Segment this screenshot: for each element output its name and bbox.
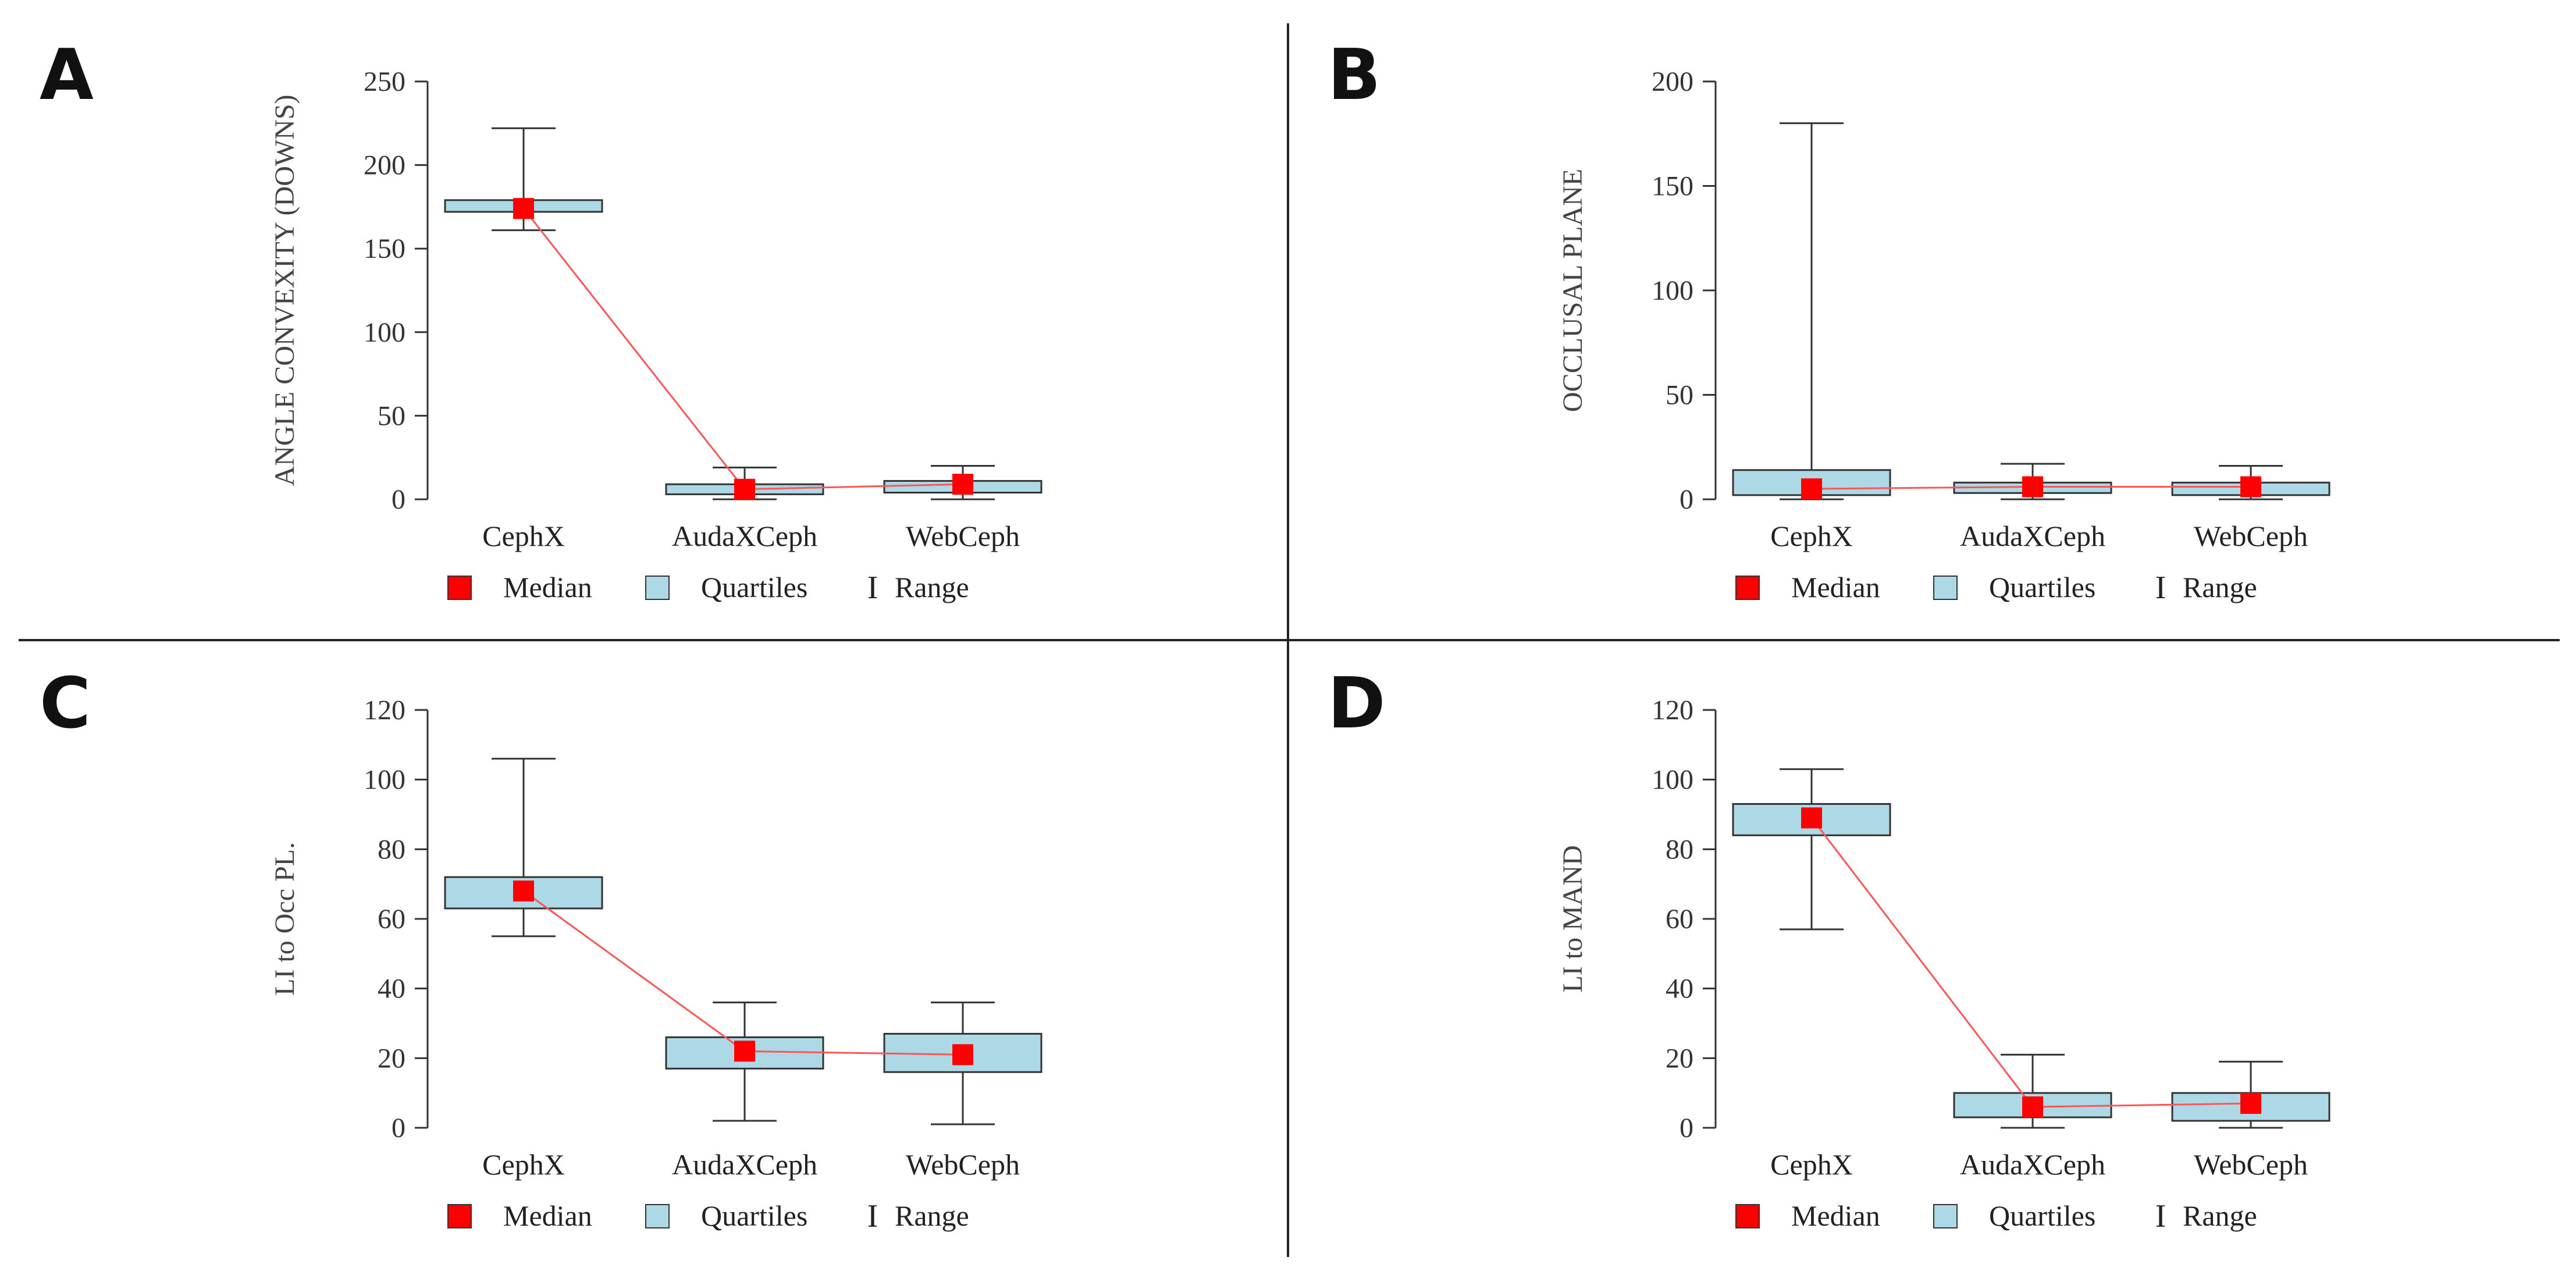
- y-tick-label: 0: [1680, 1113, 1693, 1143]
- median-marker: [513, 880, 534, 902]
- median-marker: [513, 198, 534, 219]
- legend-median-label: Median: [1791, 571, 1880, 603]
- legend-quartiles-label: Quartiles: [1989, 571, 2095, 603]
- y-tick-label: 0: [392, 1113, 405, 1143]
- median-marker: [952, 1044, 973, 1066]
- category-label: CephX: [482, 520, 565, 552]
- legend: Median Quartiles I Range: [1735, 1198, 2257, 1234]
- median-marker: [952, 474, 973, 495]
- y-tick-label: 20: [378, 1043, 405, 1074]
- legend-median-swatch: [1735, 576, 1760, 600]
- y-tick-label: 250: [364, 66, 405, 97]
- legend-median-label: Median: [503, 571, 592, 603]
- category-label: AudaXCeph: [1960, 1148, 2105, 1181]
- legend-quartiles-swatch: [645, 576, 670, 600]
- category-label: WebCeph: [906, 1148, 1020, 1181]
- y-tick-label: 100: [364, 317, 405, 348]
- legend-median-label: Median: [503, 1199, 592, 1232]
- median-trend-line: [522, 208, 963, 491]
- panel-c: C 0 20 40 60 80 100 120 LI to Occ PL. CephX AudaXC…: [40, 663, 1043, 1234]
- y-tick-label: 50: [1666, 380, 1693, 411]
- y-tick-label: 80: [378, 834, 405, 865]
- category-label: WebCeph: [2194, 520, 2308, 552]
- legend-range-label: Range: [895, 1199, 969, 1232]
- legend-median-swatch: [1735, 1204, 1760, 1228]
- panel-letter: A: [40, 35, 94, 116]
- legend-range-icon: I: [867, 570, 878, 606]
- category-label: AudaXCeph: [672, 1148, 817, 1181]
- y-tick-label: 40: [378, 974, 405, 1004]
- y-tick-label: 50: [378, 400, 405, 431]
- y-tick-label: 120: [1652, 695, 1693, 726]
- category-label: AudaXCeph: [672, 520, 817, 552]
- y-tick-label: 0: [392, 484, 405, 515]
- category-label: AudaXCeph: [1960, 520, 2105, 552]
- legend-quartiles-label: Quartiles: [701, 1199, 807, 1232]
- y-axis-title: LI to MAND: [1557, 845, 1588, 992]
- legend-range-label: Range: [2183, 571, 2257, 603]
- y-tick-label: 200: [1652, 66, 1693, 97]
- y-tick-label: 200: [364, 150, 405, 181]
- category-label: WebCeph: [906, 520, 1020, 552]
- y-tick-label: 60: [1666, 904, 1693, 935]
- legend-quartiles-label: Quartiles: [701, 571, 807, 603]
- panel-letter: D: [1328, 663, 1386, 744]
- y-axis-title: OCCLUSAL PLANE: [1557, 169, 1588, 412]
- legend-median-label: Median: [1791, 1199, 1880, 1232]
- legend-median-swatch: [447, 1204, 472, 1228]
- legend-range-icon: I: [867, 1198, 878, 1234]
- y-tick-label: 0: [1680, 484, 1693, 515]
- legend: Median Quartiles I Range: [447, 570, 969, 606]
- median-marker: [1801, 478, 1822, 500]
- legend-range-icon: I: [2155, 1198, 2166, 1234]
- panel-letter: C: [40, 663, 91, 744]
- category-label: CephX: [1770, 520, 1853, 552]
- legend-range-label: Range: [2183, 1199, 2257, 1232]
- box-cephx: [1732, 768, 1891, 931]
- category-label: CephX: [1770, 1148, 1853, 1181]
- median-marker: [2022, 1096, 2043, 1118]
- panel-letter: B: [1328, 35, 1380, 116]
- median-trend-line: [1810, 817, 2251, 1108]
- median-trend-line: [523, 890, 963, 1056]
- panel-a: A 0 50 100 150 200 250 ANGLE CONVEXITY (DOWNS) C…: [40, 35, 1043, 606]
- y-axis-title: LI to Occ PL.: [269, 842, 300, 996]
- y-tick-label: 120: [364, 695, 405, 726]
- panel-d: D 0 20 40 60 80 100 120 LI to MAND CephX AudaXCeph…: [1328, 663, 2331, 1234]
- legend-quartiles-label: Quartiles: [1989, 1199, 2095, 1232]
- panel-b: B 0 50 100 150 200 OCCLUSAL PLANE CephX AudaXCep…: [1328, 35, 2331, 606]
- legend-quartiles-swatch: [1933, 576, 1958, 600]
- legend: Median Quartiles I Range: [1735, 570, 2257, 606]
- category-label: WebCeph: [2194, 1148, 2308, 1181]
- legend-median-swatch: [447, 576, 472, 600]
- y-tick-label: 150: [1652, 171, 1693, 202]
- y-tick-label: 100: [1652, 765, 1693, 796]
- category-label: CephX: [482, 1148, 565, 1181]
- y-tick-label: 20: [1666, 1043, 1693, 1074]
- median-marker: [734, 1040, 755, 1062]
- median-marker: [734, 478, 755, 500]
- y-axis-title: ANGLE CONVEXITY (DOWNS): [269, 95, 300, 486]
- y-tick-label: 150: [364, 233, 405, 264]
- legend-quartiles-swatch: [1933, 1204, 1958, 1228]
- y-tick-label: 100: [364, 765, 405, 796]
- y-tick-label: 80: [1666, 834, 1693, 865]
- median-marker: [1801, 807, 1822, 829]
- legend-range-label: Range: [895, 571, 969, 603]
- y-tick-label: 40: [1666, 974, 1693, 1004]
- legend-range-icon: I: [2155, 570, 2166, 606]
- median-marker: [2022, 476, 2043, 498]
- y-tick-label: 60: [378, 904, 405, 935]
- legend-quartiles-swatch: [645, 1204, 670, 1228]
- box-cephx: [1732, 122, 1891, 500]
- legend: Median Quartiles I Range: [447, 1198, 969, 1234]
- median-marker: [2240, 476, 2261, 498]
- y-tick-label: 100: [1652, 275, 1693, 306]
- box-cephx: [444, 758, 603, 937]
- median-marker: [2240, 1093, 2261, 1114]
